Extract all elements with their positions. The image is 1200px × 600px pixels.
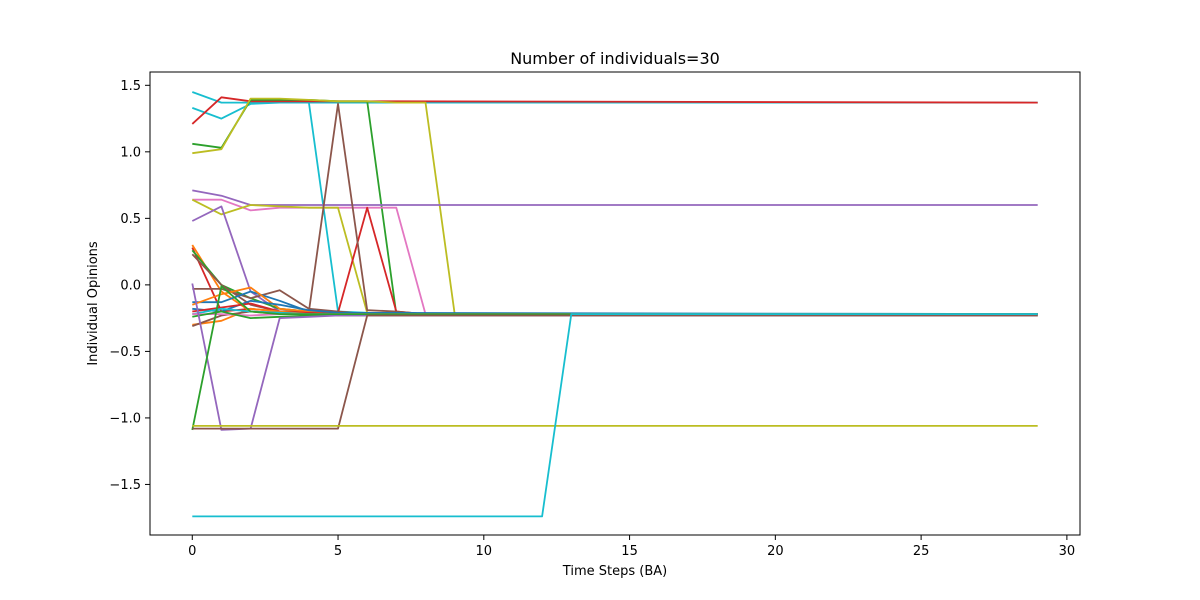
chart-title: Number of individuals=30 xyxy=(510,49,720,68)
y-axis-label: Individual Opinions xyxy=(86,241,101,366)
series-line-26 xyxy=(192,314,1038,430)
x-tick-label: 20 xyxy=(767,544,784,559)
y-tick-label: 1.0 xyxy=(120,145,141,160)
x-tick-label: 25 xyxy=(913,544,930,559)
y-tick-label: −0.5 xyxy=(109,345,141,360)
y-tick-label: 0.5 xyxy=(120,212,141,227)
x-tick-label: 15 xyxy=(621,544,638,559)
series-layer xyxy=(191,91,1038,518)
x-tick-label: 30 xyxy=(1059,544,1076,559)
y-tick-label: −1.0 xyxy=(109,411,141,426)
series-line-5 xyxy=(192,97,1038,316)
series-line-25 xyxy=(191,285,1038,431)
y-tick-label: −1.5 xyxy=(109,478,141,493)
y-tick-label: 0.0 xyxy=(120,278,141,293)
series-line-24 xyxy=(191,283,1038,431)
x-tick-label: 0 xyxy=(188,544,196,559)
x-axis-ticks: 0 5 10 15 20 25 30 xyxy=(188,535,1075,559)
plot-frame xyxy=(149,71,1081,536)
series-line-6 xyxy=(192,189,1038,206)
x-axis-label: Time Steps (BA) xyxy=(562,564,667,579)
y-tick-label: 1.5 xyxy=(120,79,141,94)
x-tick-label: 10 xyxy=(476,544,493,559)
x-tick-label: 5 xyxy=(334,544,342,559)
y-axis-ticks: −1.5 −1.0 −0.5 0.0 0.5 1.0 1.5 xyxy=(109,79,150,493)
series-line-28 xyxy=(192,313,1038,518)
